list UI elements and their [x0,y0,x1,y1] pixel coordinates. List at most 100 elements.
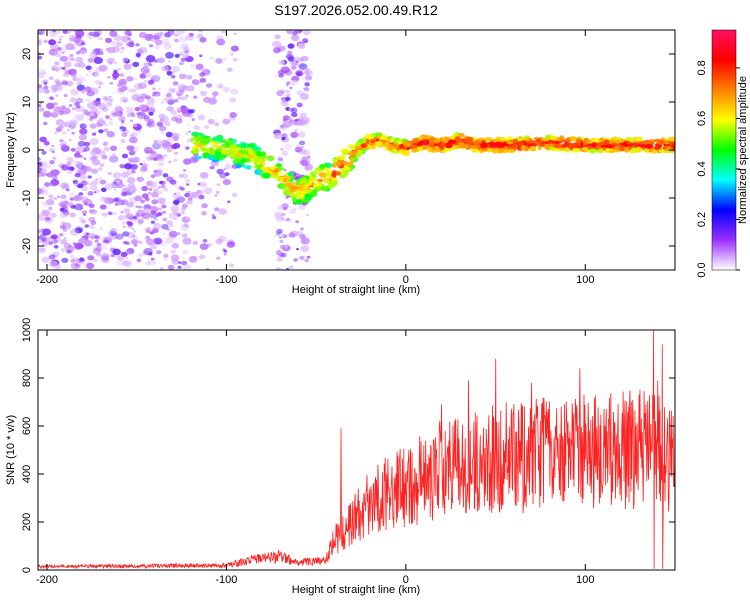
spectrogram-noise-cell [121,119,125,123]
spectrogram-noise-cell [43,81,48,85]
spectrogram-noise-cell [69,53,74,57]
spectrogram-noise-cell [118,78,128,86]
spectrogram-noise-cell [61,80,68,86]
spectrogram-noise-cell [199,172,209,179]
spectrogram-noise-cell [45,89,50,93]
spectrogram-noise-cell [53,132,57,135]
spectrogram-noise-cell [66,249,72,254]
spectrogram-ridge-cell [548,146,555,150]
spectrogram-noise-cell [190,64,195,68]
spectrogram-noise-cell [148,107,156,114]
spectrogram-noise-cell [121,132,128,137]
spectrogram-ridge-cell [256,147,262,151]
spectrogram-noise-cell [47,49,56,56]
spectrogram-noise-cell [127,182,136,189]
spectrogram-noise-cell [290,79,298,86]
spectrogram-noise-cell [275,267,282,270]
spectrogram-ridge-cell [479,147,488,152]
spectrogram-noise-cell [109,30,118,37]
spectrogram-noise-cell [38,84,43,89]
spectrogram-noise-cell [88,118,93,121]
spectrogram-noise-cell [160,184,166,188]
spectrogram-noise-cell [112,112,117,116]
spectrogram-noise-cell [138,46,148,54]
spectrogram-noise-cell [293,120,300,126]
spectrogram-noise-cell [180,187,185,191]
spectrogram-noise-cell [297,43,306,50]
spectrogram-noise-cell [106,236,111,240]
spectrogram-ridge-cell [212,136,220,142]
spectrogram-noise-cell [286,30,295,35]
spectrogram-ridge-cell [376,141,383,147]
spectrogram-ridge-cell [452,145,457,150]
spectrogram-noise-cell [116,87,126,95]
spectrogram-ridge-cell [326,163,333,167]
spectrogram-noise-cell [273,47,281,54]
spectrogram-ridge-cell [527,140,535,144]
spectrogram-noise-cell [59,55,68,62]
spectrogram-ridge-cell [541,138,548,142]
spectrogram-noise-cell [188,130,191,133]
spectrogram-noise-cell [64,141,68,144]
spectrogram-noise-cell [298,116,304,121]
spectrogram-noise-cell [62,222,72,230]
spectrogram-noise-cell [69,37,74,42]
spectrogram-noise-cell [59,125,64,129]
spectrogram-noise-cell [304,69,313,76]
spectrogram-noise-cell [42,110,52,118]
spectrogram-noise-cell [103,128,109,133]
spectrogram-noise-cell [119,73,125,77]
spectrogram-noise-cell [142,160,146,163]
spectrogram-noise-cell [161,204,167,209]
spectrogram-noise-cell [157,139,164,145]
spectrogram-noise-cell [228,263,235,268]
spectrogram-noise-cell [99,204,107,210]
spectrogram-noise-cell [62,30,68,34]
spectrogram-noise-cell [38,55,43,60]
spectrogram-ridge-cell [235,152,243,158]
spectrogram-noise-cell [146,33,154,40]
spectrogram-noise-cell [108,98,113,102]
spectrogram-ridge-cell [450,135,456,140]
spectrogram-ridge-cell [355,151,362,158]
spectrogram-ridge-cell [312,189,318,194]
spectrogram-y-label: Frequency (Hz) [5,112,17,188]
spectrogram-ridge-cell [588,148,597,154]
spectrogram-noise-cell [87,255,95,261]
spectrogram-noise-cell [166,106,174,112]
spectrogram-noise-cell [70,167,75,171]
spectrogram-noise-cell [160,242,166,247]
spectrogram-noise-cell [82,149,87,153]
spectrogram-noise-cell [113,197,120,202]
spectrogram-noise-cell [55,94,59,97]
spectrogram-noise-cell [52,239,58,244]
spectrogram-noise-cell [74,226,84,234]
spectrogram-noise-cell [193,125,201,131]
spectrogram-noise-cell [42,228,51,236]
spectrogram-noise-cell [61,221,66,225]
spectrogram-noise-cell [136,112,147,120]
spectrogram-noise-cell [82,109,89,114]
snr-y-ticks: 0 200 400 600 800 1000 [21,318,675,573]
spectrogram-noise-cell [165,131,173,138]
spectrogram-noise-cell [216,183,221,187]
spectrogram-noise-cell [167,264,175,270]
spectrogram-noise-cell [68,121,77,127]
spectrogram-noise-cell [285,84,289,87]
spectrogram-noise-cell [135,213,140,217]
spectrogram-ridge-cell [634,137,643,141]
spectrogram-noise-cell [171,66,180,73]
spectrogram-noise-cell [288,232,296,238]
spectrogram-noise-cell [304,258,309,263]
spectrogram-noise-cell [162,210,167,214]
spectrogram-noise-cell [81,219,86,224]
spectrogram-noise-cell [159,267,164,270]
spectrogram-noise-cell [224,163,233,170]
spectrogram-noise-cell [185,217,190,221]
spectrogram-noise-cell [184,192,191,198]
spectrogram-noise-cell [159,31,164,36]
spectrogram-ridge-cell [399,144,404,149]
spectrogram-noise-cell [93,154,99,160]
spectrogram-noise-cell [188,197,193,201]
spectrogram-noise-cell [165,51,174,59]
